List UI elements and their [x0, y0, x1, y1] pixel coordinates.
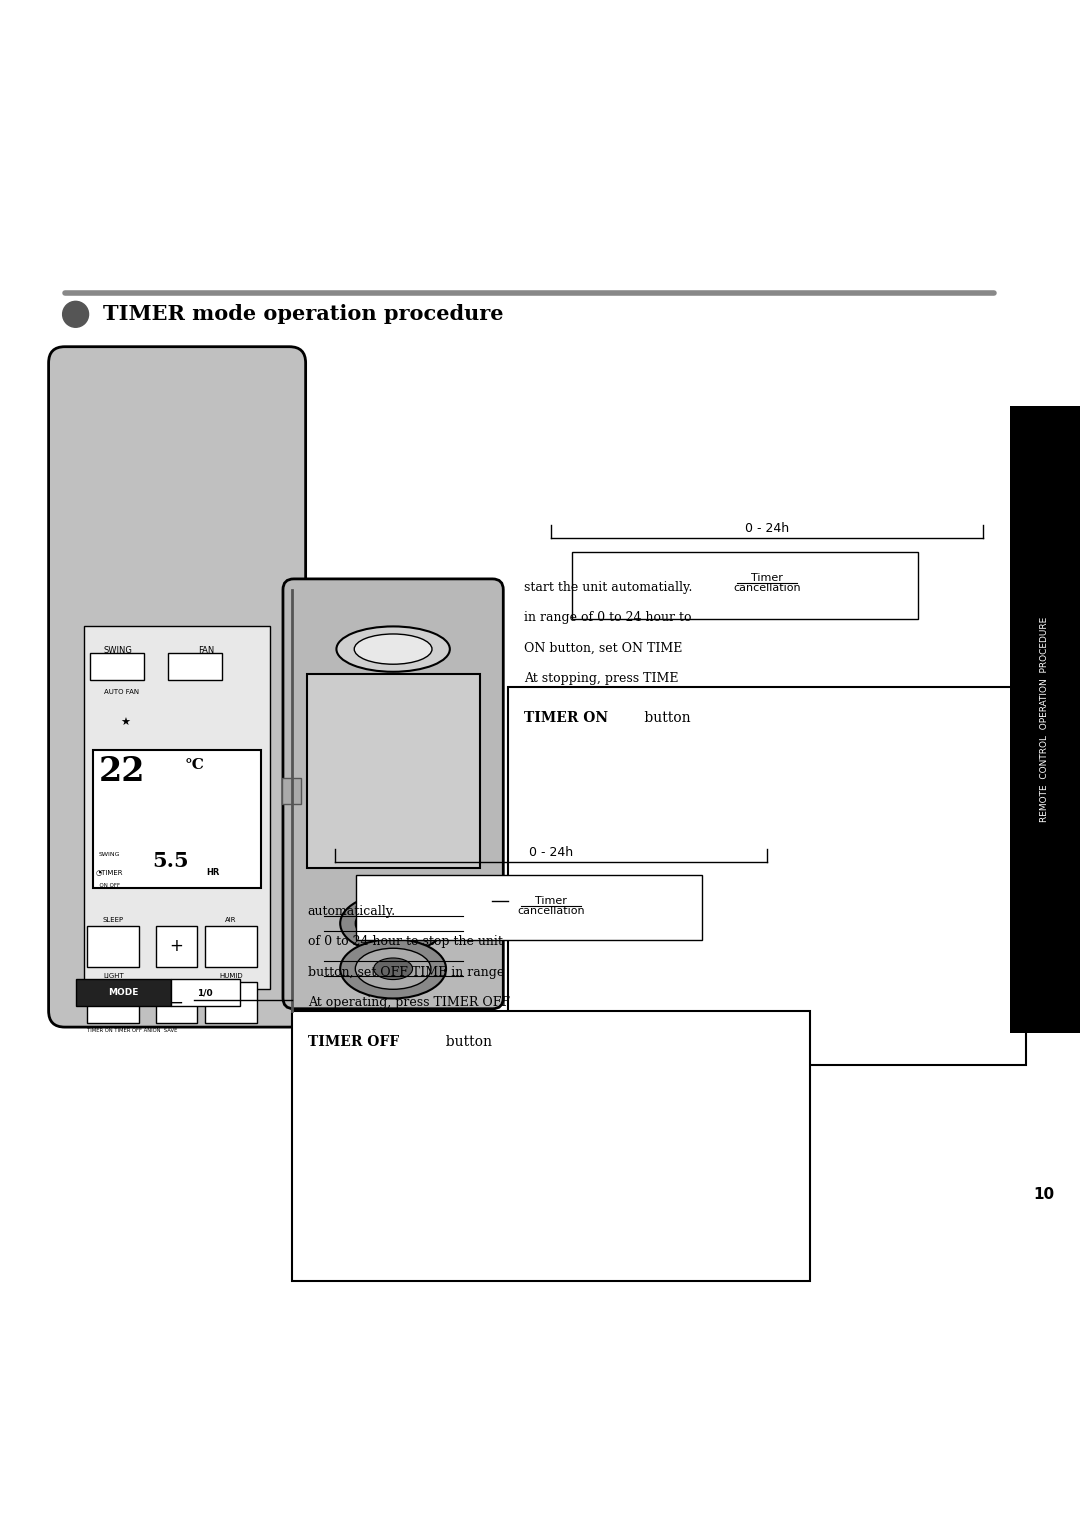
Text: HUMID: HUMID	[219, 973, 243, 979]
Text: +: +	[170, 938, 183, 955]
Circle shape	[63, 302, 89, 328]
Ellipse shape	[337, 627, 450, 673]
FancyBboxPatch shape	[283, 580, 503, 1008]
Text: FAN: FAN	[198, 647, 214, 654]
Bar	[156, 926, 197, 967]
Bar	[84, 627, 270, 990]
Text: button: button	[437, 1034, 492, 1049]
Text: start the unit automatially.: start the unit automatially.	[524, 581, 692, 595]
Text: cancellation: cancellation	[733, 583, 800, 593]
Text: LIGHT: LIGHT	[103, 973, 124, 979]
Bar	[90, 653, 144, 680]
Text: cancellation: cancellation	[517, 906, 584, 917]
Ellipse shape	[355, 903, 431, 944]
Text: ◔TIMER: ◔TIMER	[96, 869, 123, 875]
Bar	[508, 686, 1026, 1064]
Text: Timer: Timer	[535, 897, 567, 906]
Text: 0 - 24h: 0 - 24h	[529, 846, 572, 859]
Text: 0 - 24h: 0 - 24h	[745, 522, 788, 535]
Text: TIMER OFF: TIMER OFF	[308, 1034, 399, 1049]
Text: 5.5: 5.5	[152, 851, 189, 871]
Ellipse shape	[340, 894, 446, 953]
Text: button: button	[640, 711, 691, 724]
Ellipse shape	[354, 688, 432, 718]
Text: 10: 10	[1034, 1186, 1055, 1202]
Bar	[205, 982, 257, 1023]
Text: ON button, set ON TIME: ON button, set ON TIME	[524, 642, 683, 654]
Bar	[307, 674, 480, 868]
Text: TIMER ON TIMER OFF ANION  SAVE: TIMER ON TIMER OFF ANION SAVE	[87, 1028, 178, 1034]
Text: in range of 0 to 24 hour to: in range of 0 to 24 hour to	[524, 612, 691, 624]
Ellipse shape	[337, 680, 450, 726]
Bar	[87, 982, 139, 1023]
Ellipse shape	[355, 949, 431, 990]
Ellipse shape	[374, 958, 413, 979]
Ellipse shape	[340, 939, 446, 999]
Bar	[282, 778, 301, 804]
Bar	[171, 979, 240, 1005]
Text: ★: ★	[120, 718, 131, 729]
FancyBboxPatch shape	[49, 346, 306, 1028]
Text: Timer: Timer	[751, 573, 783, 583]
Text: HR: HR	[206, 868, 219, 877]
Text: SWING: SWING	[104, 647, 133, 654]
Bar	[156, 982, 197, 1023]
Bar	[356, 875, 702, 939]
Text: At stopping, press TIME: At stopping, press TIME	[524, 673, 678, 685]
Text: At operating, press TIMER OFF: At operating, press TIMER OFF	[308, 996, 510, 1008]
Text: REMOTE  CONTROL  OPERATION  PROCEDURE: REMOTE CONTROL OPERATION PROCEDURE	[1040, 616, 1049, 822]
Text: SWING: SWING	[98, 852, 120, 857]
Text: button, set OFF TIME in range: button, set OFF TIME in range	[308, 965, 504, 979]
Text: SLEEP: SLEEP	[103, 917, 124, 923]
Text: TIMER ON: TIMER ON	[524, 711, 608, 724]
Ellipse shape	[354, 634, 432, 665]
Ellipse shape	[374, 912, 413, 935]
Text: ON OFF: ON OFF	[96, 883, 120, 888]
Text: 1/0: 1/0	[198, 988, 213, 997]
Bar	[1010, 406, 1080, 1032]
Text: AUTO FAN: AUTO FAN	[104, 689, 139, 695]
Text: MODE: MODE	[108, 988, 138, 997]
Bar	[292, 1011, 810, 1281]
Bar	[205, 926, 257, 967]
Bar	[168, 653, 222, 680]
Text: °C: °C	[185, 758, 204, 773]
Text: 22: 22	[98, 755, 145, 788]
Text: −: −	[170, 993, 183, 1011]
Bar	[572, 552, 918, 619]
Bar	[87, 926, 139, 967]
Text: of 0 to 24 hour to stop the unit: of 0 to 24 hour to stop the unit	[308, 935, 502, 949]
Text: AIR: AIR	[226, 917, 237, 923]
Text: TIMER mode operation procedure: TIMER mode operation procedure	[103, 305, 503, 325]
Bar	[93, 750, 261, 888]
Text: automatically.: automatically.	[308, 904, 396, 918]
Bar	[76, 979, 171, 1005]
